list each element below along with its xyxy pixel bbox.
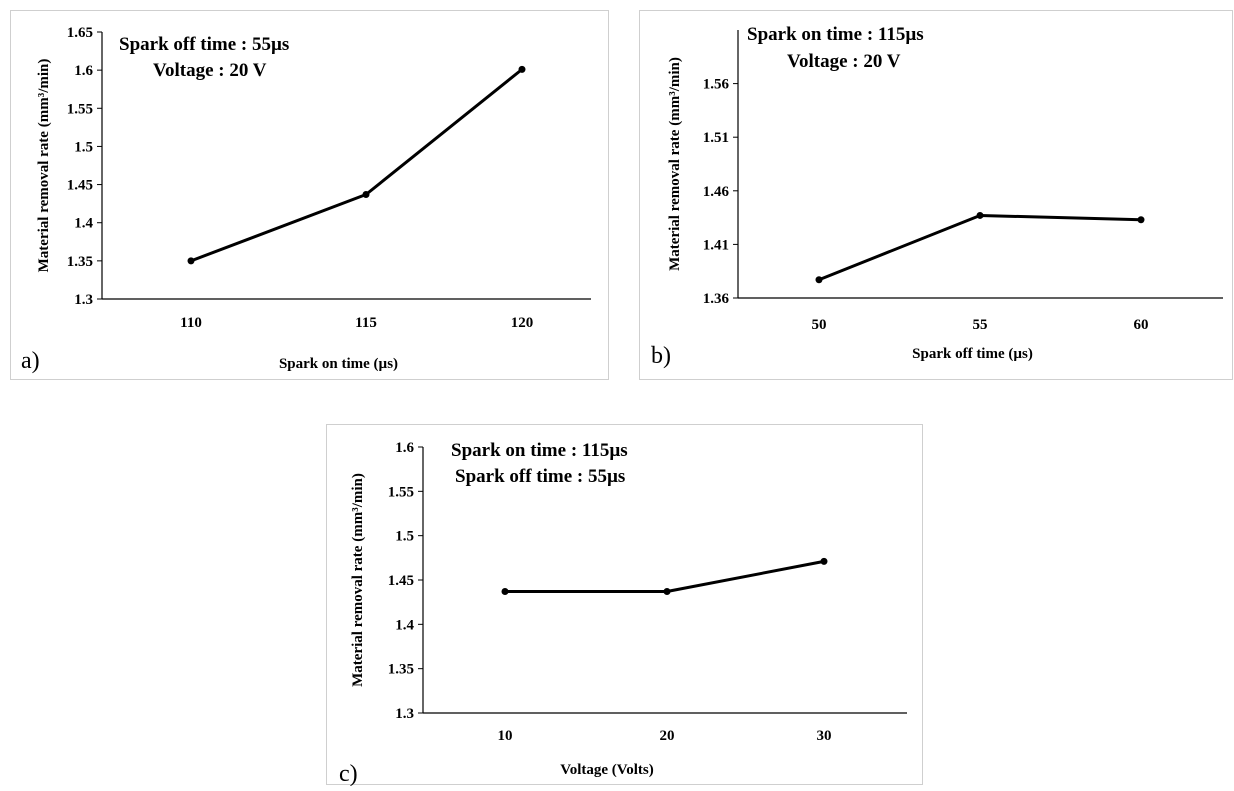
x-tick-label: 60 [1134,317,1149,333]
series-line [505,559,825,594]
y-tick-label: 1.46 [703,184,730,200]
y-axis-label: Material removal rate (mm³/min) [36,59,52,273]
y-axis-label: Material removal rate (mm³/min) [350,473,366,687]
y-tick-label: 1.41 [703,237,729,253]
chart-svg-a: 1.3 1.35 1.4 1.45 1.5 1.55 1.6 1.65 110 115 120 Spa… [21,25,591,374]
y-tick-label: 1.65 [67,25,93,41]
chart-panel-a: 1.3 1.35 1.4 1.45 1.5 1.55 1.6 1.65 110 115 120 Spa… [10,10,609,380]
y-tick-label: 1.6 [74,63,93,79]
data-point [518,65,526,73]
panel-letter: a) [21,348,40,374]
y-tick-label: 1.5 [74,139,93,155]
y-tick-label: 1.35 [388,662,414,678]
data-point [187,257,195,265]
data-point [663,588,671,596]
y-tick-label: 1.45 [388,573,414,589]
y-tick-label: 1.55 [67,101,93,117]
x-axis-label: Voltage (Volts) [560,762,653,778]
x-tick-label: 30 [817,728,832,744]
x-tick-label: 50 [812,317,827,333]
x-axis-label: Spark on time (µs) [279,356,398,372]
chart-annotation: Spark off time : 55µs [119,34,289,55]
x-tick-label: 10 [498,728,513,744]
data-point [1137,216,1145,224]
y-tick-label: 1.3 [74,292,93,308]
y-axis-label: Material removal rate (mm³/min) [667,57,683,271]
x-tick-label: 115 [355,315,377,331]
series-line [190,68,523,263]
x-tick-label: 20 [660,728,675,744]
y-tick-label: 1.55 [388,484,414,500]
data-point [815,276,823,284]
panel-letter: c) [339,761,358,786]
y-tick-label: 1.51 [703,130,729,146]
y-tick-label: 1.4 [74,216,93,232]
x-axis-label: Spark off time (µs) [912,346,1033,362]
y-tick-label: 1.45 [67,178,93,194]
y-tick-label: 1.35 [67,254,93,270]
data-point [976,211,984,219]
x-tick-label: 110 [180,315,202,331]
y-tick-label: 1.3 [395,706,414,722]
y-tick-label: 1.6 [395,440,414,456]
panel-letter: b) [651,343,671,369]
chart-annotation: Spark on time : 115µs [747,24,924,45]
x-tick-label: 120 [511,315,534,331]
chart-annotation: Voltage : 20 V [153,60,267,81]
y-tick-label: 1.5 [395,529,414,545]
chart-panel-c: 1.3 1.35 1.4 1.45 1.5 1.55 1.6 10 20 30 Voltage (V… [326,424,923,787]
chart-annotation: Voltage : 20 V [787,51,901,72]
chart-annotation: Spark on time : 115µs [451,440,628,461]
x-tick-label: 55 [973,317,988,333]
chart-panel-b: 1.36 1.41 1.46 1.51 1.56 50 55 60 Spark off time… [639,10,1233,380]
y-tick-label: 1.4 [395,617,414,633]
chart-svg-b: 1.36 1.41 1.46 1.51 1.56 50 55 60 Spark off time… [651,24,1223,369]
data-point [820,557,828,565]
data-point [362,190,370,198]
data-point [501,588,509,596]
y-tick-label: 1.36 [703,291,730,307]
chart-annotation: Spark off time : 55µs [455,466,625,487]
series-line [818,213,1142,282]
chart-svg-c: 1.3 1.35 1.4 1.45 1.5 1.55 1.6 10 20 30 Voltage (V… [339,440,907,787]
y-tick-label: 1.56 [703,77,730,93]
